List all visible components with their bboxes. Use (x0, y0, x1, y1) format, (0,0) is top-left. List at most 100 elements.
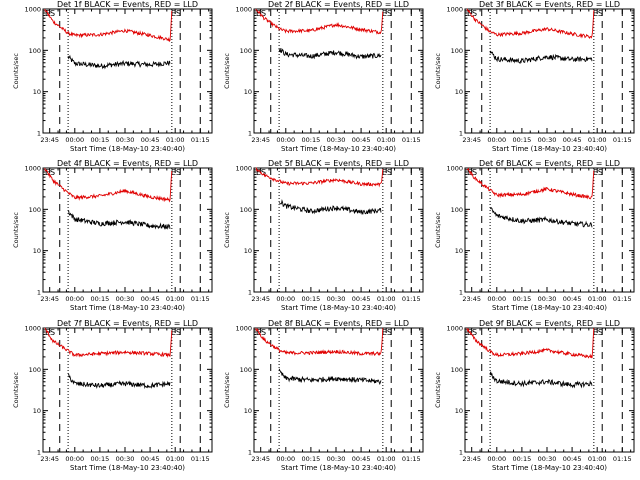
marker-label-end: ES (171, 328, 181, 337)
y-tick-label: 1000 (235, 6, 252, 14)
events-trace (489, 371, 593, 389)
lld-trace (466, 327, 595, 359)
lld-trace (255, 327, 384, 357)
marker-label-end: ES (593, 328, 603, 337)
lld-trace (466, 167, 595, 200)
marker-label-end: ES (593, 9, 603, 18)
y-axis-label: Counts/sec (12, 212, 20, 248)
x-tick-label: 00:00 (276, 455, 295, 463)
y-tick-label: 1 (459, 130, 463, 138)
y-tick-label: 100 (240, 47, 252, 55)
marker-label-end: ES (593, 168, 603, 177)
y-tick-label: 10 (455, 88, 463, 96)
x-tick-label: 00:00 (487, 136, 506, 144)
panel-2: Det 2f BLACK = Events, RED = LLD 1 10 100 10… (223, 0, 424, 153)
x-tick-label: 00:30 (538, 136, 557, 144)
x-tick-label: 01:00 (588, 295, 607, 303)
x-tick-label: 01:15 (402, 295, 421, 303)
x-axis-label: Start Time (18-May-10 23:40:40) (492, 304, 607, 312)
x-tick-label: 00:15 (91, 136, 110, 144)
x-tick-label: 00:30 (116, 455, 135, 463)
x-tick-label: 00:45 (141, 136, 160, 144)
x-tick-label: 00:15 (302, 136, 321, 144)
y-tick-label: 1 (37, 449, 41, 457)
y-tick-label: 100 (240, 366, 252, 374)
marker-label-start: ES (45, 168, 55, 177)
x-tick-label: 00:45 (352, 295, 371, 303)
panel-title: Det 6f BLACK = Events, RED = LLD (479, 159, 620, 168)
x-tick-label: 00:15 (91, 295, 110, 303)
x-tick-label: 00:00 (276, 136, 295, 144)
lld-trace (44, 167, 173, 203)
y-tick-label: 100 (451, 47, 463, 55)
x-axis-label: Start Time (18-May-10 23:40:40) (281, 145, 396, 153)
x-tick-label: 00:30 (327, 136, 346, 144)
y-axis-label: Counts/sec (434, 212, 442, 248)
marker-label-end: ES (382, 168, 392, 177)
x-tick-label: 00:15 (302, 455, 321, 463)
x-tick-label: 00:30 (116, 136, 135, 144)
y-tick-label: 100 (29, 366, 41, 374)
x-tick-label: 00:15 (513, 455, 532, 463)
plot-frame (464, 8, 635, 134)
panel-3: Det 3f BLACK = Events, RED = LLD 1 10 100 10… (434, 0, 635, 153)
x-tick-label: 23:45 (251, 295, 270, 303)
marker-label-start: ES (467, 328, 477, 337)
events-trace (278, 199, 382, 215)
x-tick-label: 00:00 (65, 295, 84, 303)
lld-trace (44, 327, 173, 359)
x-axis-label: Start Time (18-May-10 23:40:40) (281, 464, 396, 472)
y-tick-label: 10 (244, 407, 252, 415)
events-trace (278, 368, 382, 386)
plot-frame (253, 8, 424, 134)
marker-label-start: ES (467, 9, 477, 18)
x-tick-label: 01:00 (588, 455, 607, 463)
y-tick-label: 10 (244, 88, 252, 96)
y-tick-label: 1 (248, 449, 252, 457)
x-axis-label: Start Time (18-May-10 23:40:40) (70, 145, 185, 153)
x-tick-label: 00:00 (65, 136, 84, 144)
y-tick-label: 10 (33, 247, 41, 255)
x-tick-label: 23:45 (462, 455, 481, 463)
panel-4: Det 4f BLACK = Events, RED = LLD 1 10 100 10… (12, 159, 213, 312)
y-tick-label: 100 (240, 206, 252, 214)
events-trace (67, 210, 171, 230)
x-tick-label: 00:00 (65, 455, 84, 463)
y-tick-label: 10 (33, 407, 41, 415)
x-tick-label: 01:15 (191, 455, 210, 463)
panel-7: Det 7f BLACK = Events, RED = LLD 1 10 100 10… (12, 319, 213, 472)
marker-label-end: ES (382, 328, 392, 337)
panel-title: Det 9f BLACK = Events, RED = LLD (479, 319, 620, 328)
marker-label-start: ES (256, 328, 266, 337)
y-tick-label: 10 (455, 407, 463, 415)
y-axis-label: Counts/sec (434, 53, 442, 89)
marker-label-start: ES (256, 9, 266, 18)
panel-title: Det 8f BLACK = Events, RED = LLD (268, 319, 409, 328)
x-tick-label: 01:00 (166, 455, 185, 463)
x-tick-label: 01:00 (377, 295, 396, 303)
y-tick-label: 100 (29, 47, 41, 55)
y-axis-label: Counts/sec (223, 53, 231, 89)
lld-trace (466, 8, 595, 40)
x-tick-label: 23:45 (40, 136, 59, 144)
x-axis-label: Start Time (18-May-10 23:40:40) (492, 464, 607, 472)
panel-8: Det 8f BLACK = Events, RED = LLD 1 10 100 10… (223, 319, 424, 472)
x-tick-label: 01:15 (613, 455, 632, 463)
y-tick-label: 100 (29, 206, 41, 214)
lld-trace (44, 8, 173, 43)
x-tick-label: 23:45 (251, 455, 270, 463)
y-axis-label: Counts/sec (434, 372, 442, 408)
panel-title: Det 2f BLACK = Events, RED = LLD (268, 0, 409, 9)
lld-trace (255, 8, 384, 35)
x-tick-label: 23:45 (462, 136, 481, 144)
marker-label-start: ES (45, 328, 55, 337)
y-tick-label: 1 (248, 289, 252, 297)
y-axis-label: Counts/sec (12, 372, 20, 408)
panel-1: Det 1f BLACK = Events, RED = LLD 1 10 100 10… (12, 0, 213, 153)
x-tick-label: 01:15 (191, 136, 210, 144)
x-tick-label: 23:45 (40, 455, 59, 463)
x-tick-label: 01:15 (402, 455, 421, 463)
y-tick-label: 1000 (24, 6, 41, 14)
x-tick-label: 00:45 (563, 136, 582, 144)
